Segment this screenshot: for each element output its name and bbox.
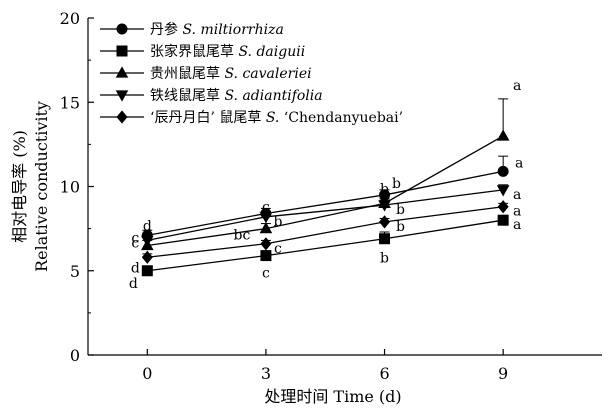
y-tick-label: 20 (60, 9, 80, 28)
data-point (496, 185, 510, 197)
legend-label-cn: 铁线鼠尾草 (150, 88, 224, 104)
series-triangle-down (140, 184, 510, 248)
series-line (147, 189, 504, 242)
data-point (378, 200, 391, 212)
significance-letter: c (131, 230, 139, 246)
legend-label-species: S. miltiorrhiza (182, 22, 283, 38)
significance-letter: c (131, 235, 139, 251)
data-point (260, 250, 272, 262)
legend-marker (115, 90, 129, 102)
data-point (141, 265, 153, 277)
legend-marker (115, 66, 129, 78)
data-point (497, 200, 509, 214)
series-line (147, 206, 504, 258)
legend-entry: 张家界鼠尾草 S. daiguii (100, 43, 305, 60)
series-diamond (141, 200, 509, 264)
legend-marker (116, 45, 128, 57)
significance-letter: c (262, 199, 270, 215)
significance-letter: b (392, 176, 401, 192)
significance-letter: c (274, 241, 282, 257)
legend-label-species-prefix: S. (266, 110, 280, 126)
y-tick-label: 15 (60, 93, 80, 112)
legend-marker (116, 23, 128, 35)
data-point (379, 215, 391, 229)
series-line (147, 219, 504, 272)
significance-letter: bc (234, 228, 251, 244)
data-point (141, 250, 153, 264)
x-axis-title: 处理时间 Time (d) (264, 387, 401, 406)
series-line (147, 170, 504, 237)
legend-label-species: S. cavaleriei (224, 66, 311, 82)
legend-entry: ‘辰丹月白’ 鼠尾草 S. ‘Chendanyuebai’ (100, 110, 403, 126)
legend-label: ‘辰丹月白’ 鼠尾草 S. ‘Chendanyuebai’ (150, 110, 403, 126)
significance-letter: c (262, 266, 270, 282)
legend-label: 丹参 S. miltiorrhiza (150, 21, 284, 38)
legend-entry: 铁线鼠尾草 S. adiantifolia (100, 88, 323, 104)
legend-label-species: S. adiantifolia (224, 88, 322, 104)
legend-label-cn: ‘辰丹月白’ 鼠尾草 (150, 110, 266, 126)
x-tick-label: 9 (498, 364, 508, 383)
legend-label: 铁线鼠尾草 S. adiantifolia (150, 88, 323, 104)
legend-label: 贵州鼠尾草 S. cavaleriei (150, 66, 312, 82)
significance-letter: b (380, 251, 389, 267)
significance-letter: a (513, 204, 521, 220)
data-point (497, 165, 509, 177)
legend-label: 张家界鼠尾草 S. daiguii (150, 43, 305, 60)
legend-label-cn: 贵州鼠尾草 (150, 66, 224, 82)
data-point (379, 189, 391, 201)
significance-letter: a (515, 155, 523, 171)
legend-entry: 贵州鼠尾草 S. cavaleriei (100, 66, 312, 82)
x-tick-label: 0 (142, 364, 152, 383)
y-axis-title-cn: 相对电导率 (%) (10, 130, 29, 243)
data-point (379, 233, 391, 245)
plot-area: 0 5 10 15 20 0 3 6 9 处理时间 Time (d) 相对电导率 (%) Relati… (10, 9, 602, 406)
x-tick-label: 6 (379, 364, 389, 383)
x-tick-label: 3 (261, 364, 271, 383)
legend-label-cultivar: ‘Chendanyuebai’ (279, 110, 403, 126)
y-axis-title-en: Relative conductivity (32, 101, 51, 272)
series-square (141, 214, 509, 277)
y-tick-label: 0 (70, 346, 80, 365)
data-point (260, 237, 272, 251)
significance-letter: a (513, 187, 521, 203)
significance-letter: a (513, 78, 521, 94)
significance-letter: b (396, 202, 405, 218)
data-point (259, 222, 273, 234)
data-point (496, 129, 510, 141)
legend-label-cn: 张家界鼠尾草 (150, 43, 238, 60)
legend-label-species: S. daiguii (238, 44, 305, 60)
significance-letter: b (380, 181, 389, 197)
significance-letter: d (143, 218, 152, 234)
legend-marker (116, 110, 128, 124)
y-tick-label: 10 (60, 178, 80, 197)
legend-label-cn: 丹参 (150, 21, 182, 38)
significance-letter: a (513, 217, 521, 233)
significance-letter: d (131, 260, 140, 276)
y-tick-label: 5 (70, 262, 80, 281)
legend-entry: 丹参 S. miltiorrhiza (100, 21, 284, 38)
series-line (147, 135, 504, 247)
significance-letter: d (129, 276, 138, 292)
significance-letter: b (396, 219, 405, 235)
data-point (259, 212, 273, 224)
data-point (497, 214, 509, 226)
data-point (140, 235, 154, 248)
significance-letter: b (273, 214, 282, 230)
legend: 丹参 S. miltiorrhiza 张家界鼠尾草 S. daiguii 贵州鼠尾草… (100, 21, 403, 126)
